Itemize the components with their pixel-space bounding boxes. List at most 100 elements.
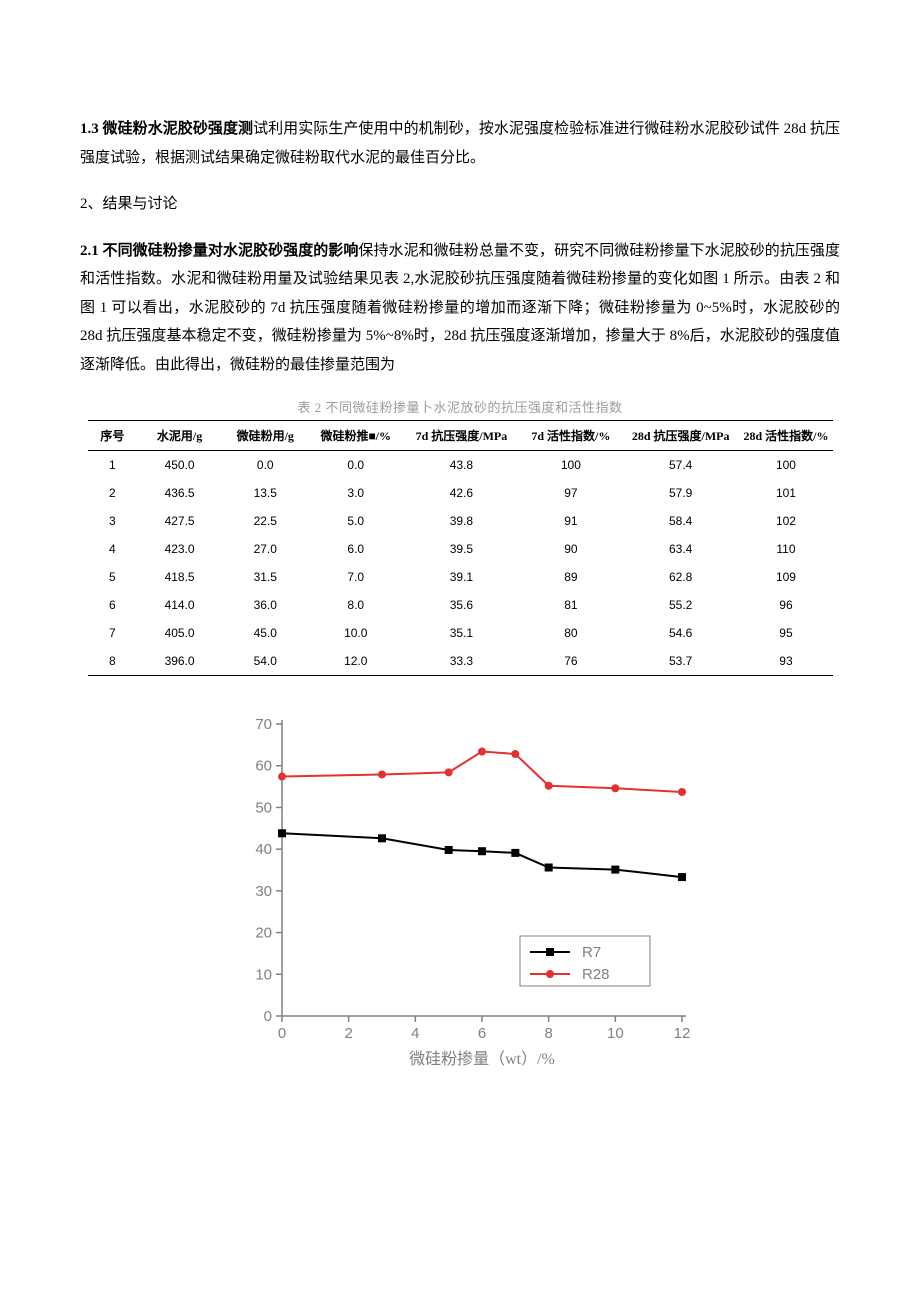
table-cell: 12.0 bbox=[308, 647, 403, 676]
table-cell: 45.0 bbox=[222, 619, 308, 647]
table-col-header: 7d 活性指数/% bbox=[520, 421, 622, 451]
figure-1-chart: 010203040506070024681012微硅粉掺量（wt）/%R7R28 bbox=[220, 706, 700, 1086]
table-cell: 43.8 bbox=[403, 451, 520, 480]
svg-text:8: 8 bbox=[544, 1025, 552, 1042]
svg-text:微硅粉掺量（wt）/%: 微硅粉掺量（wt）/% bbox=[409, 1050, 555, 1068]
figure-1-wrap: 010203040506070024681012微硅粉掺量（wt）/%R7R28 bbox=[220, 706, 700, 1091]
table-cell: 54.0 bbox=[222, 647, 308, 676]
table-row: 3427.522.55.039.89158.4102 bbox=[88, 507, 833, 535]
table-row: 7405.045.010.035.18054.695 bbox=[88, 619, 833, 647]
table-cell: 35.1 bbox=[403, 619, 520, 647]
table-cell: 418.5 bbox=[137, 563, 222, 591]
table-cell: 110 bbox=[739, 535, 832, 563]
table-cell: 76 bbox=[520, 647, 622, 676]
table-cell: 36.0 bbox=[222, 591, 308, 619]
table-cell: 89 bbox=[520, 563, 622, 591]
table-col-header: 28d 活性指数/% bbox=[739, 421, 832, 451]
table-cell: 58.4 bbox=[622, 507, 740, 535]
table-cell: 8.0 bbox=[308, 591, 403, 619]
table-cell: 1 bbox=[88, 451, 138, 480]
table-cell: 33.3 bbox=[403, 647, 520, 676]
table-2-caption: 表 2 不同微硅粉掺量卜水泥放砂的抗压强度和活性指数 bbox=[80, 397, 840, 416]
svg-text:4: 4 bbox=[411, 1025, 419, 1042]
svg-text:2: 2 bbox=[344, 1025, 352, 1042]
svg-text:70: 70 bbox=[255, 716, 272, 733]
table-row: 6414.036.08.035.68155.296 bbox=[88, 591, 833, 619]
table-cell: 31.5 bbox=[222, 563, 308, 591]
table-cell: 90 bbox=[520, 535, 622, 563]
svg-text:10: 10 bbox=[607, 1025, 624, 1042]
table-col-header: 微硅粉推■/% bbox=[308, 421, 403, 451]
svg-text:10: 10 bbox=[255, 966, 272, 983]
svg-text:40: 40 bbox=[255, 841, 272, 858]
table-cell: 7 bbox=[88, 619, 138, 647]
table-cell: 3.0 bbox=[308, 479, 403, 507]
paragraph-1-3-prefix: 1.3 微硅粉水泥胶砂强度测 bbox=[80, 121, 253, 137]
svg-text:0: 0 bbox=[264, 1008, 272, 1025]
table-cell: 63.4 bbox=[622, 535, 740, 563]
table-cell: 450.0 bbox=[137, 451, 222, 480]
table-cell: 0.0 bbox=[222, 451, 308, 480]
svg-text:20: 20 bbox=[255, 925, 272, 942]
table-2: 序号水泥用/g微硅粉用/g微硅粉推■/%7d 抗压强度/MPa7d 活性指数/%… bbox=[88, 420, 833, 676]
table-cell: 414.0 bbox=[137, 591, 222, 619]
table-cell: 81 bbox=[520, 591, 622, 619]
table-cell: 93 bbox=[739, 647, 832, 676]
table-cell: 22.5 bbox=[222, 507, 308, 535]
table-cell: 7.0 bbox=[308, 563, 403, 591]
table-cell: 96 bbox=[739, 591, 832, 619]
table-col-header: 水泥用/g bbox=[137, 421, 222, 451]
table-2-wrap: 序号水泥用/g微硅粉用/g微硅粉推■/%7d 抗压强度/MPa7d 活性指数/%… bbox=[88, 420, 833, 676]
table-row: 8396.054.012.033.37653.793 bbox=[88, 647, 833, 676]
table-row: 4423.027.06.039.59063.4110 bbox=[88, 535, 833, 563]
section-2-heading: 2、结果与讨论 bbox=[80, 190, 840, 219]
paragraph-2-1-prefix: 2.1 不同微硅粉掺量对水泥胶砂强度的影响 bbox=[80, 243, 358, 259]
table-row: 1450.00.00.043.810057.4100 bbox=[88, 451, 833, 480]
table-col-header: 微硅粉用/g bbox=[222, 421, 308, 451]
table-cell: 27.0 bbox=[222, 535, 308, 563]
table-cell: 42.6 bbox=[403, 479, 520, 507]
table-cell: 39.8 bbox=[403, 507, 520, 535]
svg-text:R7: R7 bbox=[582, 944, 601, 961]
table-cell: 62.8 bbox=[622, 563, 740, 591]
svg-text:0: 0 bbox=[278, 1025, 286, 1042]
table-cell: 13.5 bbox=[222, 479, 308, 507]
table-cell: 54.6 bbox=[622, 619, 740, 647]
table-2-head: 序号水泥用/g微硅粉用/g微硅粉推■/%7d 抗压强度/MPa7d 活性指数/%… bbox=[88, 421, 833, 451]
table-cell: 39.1 bbox=[403, 563, 520, 591]
table-cell: 396.0 bbox=[137, 647, 222, 676]
svg-text:60: 60 bbox=[255, 758, 272, 775]
svg-text:30: 30 bbox=[255, 883, 272, 900]
table-cell: 39.5 bbox=[403, 535, 520, 563]
table-cell: 6 bbox=[88, 591, 138, 619]
table-cell: 102 bbox=[739, 507, 832, 535]
table-row: 2436.513.53.042.69757.9101 bbox=[88, 479, 833, 507]
table-cell: 4 bbox=[88, 535, 138, 563]
table-row: 5418.531.57.039.18962.8109 bbox=[88, 563, 833, 591]
table-cell: 55.2 bbox=[622, 591, 740, 619]
document-page: 1.3 微硅粉水泥胶砂强度测试利用实际生产使用中的机制砂，按水泥强度检验标准进行… bbox=[0, 0, 920, 1171]
table-cell: 91 bbox=[520, 507, 622, 535]
table-cell: 97 bbox=[520, 479, 622, 507]
table-col-header: 28d 抗压强度/MPa bbox=[622, 421, 740, 451]
table-cell: 101 bbox=[739, 479, 832, 507]
table-cell: 405.0 bbox=[137, 619, 222, 647]
table-cell: 3 bbox=[88, 507, 138, 535]
paragraph-1-3: 1.3 微硅粉水泥胶砂强度测试利用实际生产使用中的机制砂，按水泥强度检验标准进行… bbox=[80, 115, 840, 172]
table-cell: 100 bbox=[739, 451, 832, 480]
table-cell: 57.4 bbox=[622, 451, 740, 480]
table-cell: 57.9 bbox=[622, 479, 740, 507]
table-col-header: 序号 bbox=[88, 421, 138, 451]
table-cell: 423.0 bbox=[137, 535, 222, 563]
table-cell: 10.0 bbox=[308, 619, 403, 647]
table-cell: 436.5 bbox=[137, 479, 222, 507]
table-cell: 5 bbox=[88, 563, 138, 591]
table-cell: 427.5 bbox=[137, 507, 222, 535]
table-cell: 5.0 bbox=[308, 507, 403, 535]
paragraph-2-1: 2.1 不同微硅粉掺量对水泥胶砂强度的影响保持水泥和微硅粉总量不变，研究不同微硅… bbox=[80, 237, 840, 380]
table-col-header: 7d 抗压强度/MPa bbox=[403, 421, 520, 451]
table-cell: 8 bbox=[88, 647, 138, 676]
svg-text:6: 6 bbox=[478, 1025, 486, 1042]
svg-text:R28: R28 bbox=[582, 966, 610, 983]
table-cell: 95 bbox=[739, 619, 832, 647]
